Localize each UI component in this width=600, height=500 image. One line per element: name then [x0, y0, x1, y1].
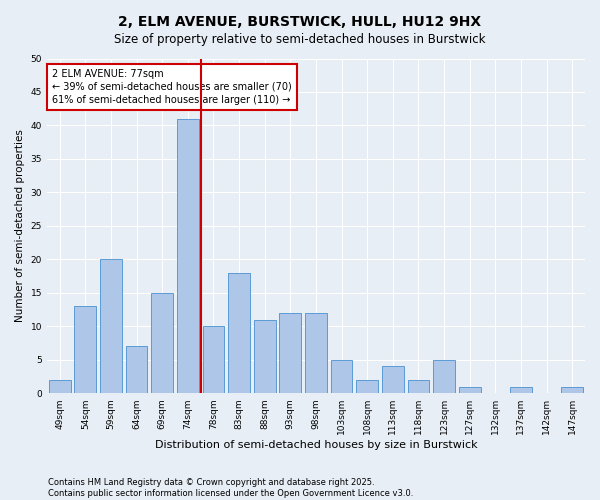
- Bar: [433, 360, 455, 393]
- Bar: [382, 366, 404, 393]
- Bar: [203, 326, 224, 393]
- Bar: [561, 386, 583, 393]
- Bar: [74, 306, 96, 393]
- Bar: [459, 386, 481, 393]
- Bar: [100, 260, 122, 393]
- Bar: [126, 346, 148, 393]
- Bar: [407, 380, 430, 393]
- Bar: [49, 380, 71, 393]
- Text: Size of property relative to semi-detached houses in Burstwick: Size of property relative to semi-detach…: [114, 32, 486, 46]
- Bar: [356, 380, 378, 393]
- Bar: [177, 118, 199, 393]
- Bar: [280, 313, 301, 393]
- Text: 2, ELM AVENUE, BURSTWICK, HULL, HU12 9HX: 2, ELM AVENUE, BURSTWICK, HULL, HU12 9HX: [118, 15, 482, 29]
- Bar: [228, 272, 250, 393]
- Bar: [305, 313, 327, 393]
- Bar: [254, 320, 275, 393]
- X-axis label: Distribution of semi-detached houses by size in Burstwick: Distribution of semi-detached houses by …: [155, 440, 477, 450]
- Bar: [151, 293, 173, 393]
- Text: Contains HM Land Registry data © Crown copyright and database right 2025.
Contai: Contains HM Land Registry data © Crown c…: [48, 478, 413, 498]
- Y-axis label: Number of semi-detached properties: Number of semi-detached properties: [15, 130, 25, 322]
- Bar: [510, 386, 532, 393]
- Text: 2 ELM AVENUE: 77sqm
← 39% of semi-detached houses are smaller (70)
61% of semi-d: 2 ELM AVENUE: 77sqm ← 39% of semi-detach…: [52, 68, 292, 105]
- Bar: [331, 360, 352, 393]
